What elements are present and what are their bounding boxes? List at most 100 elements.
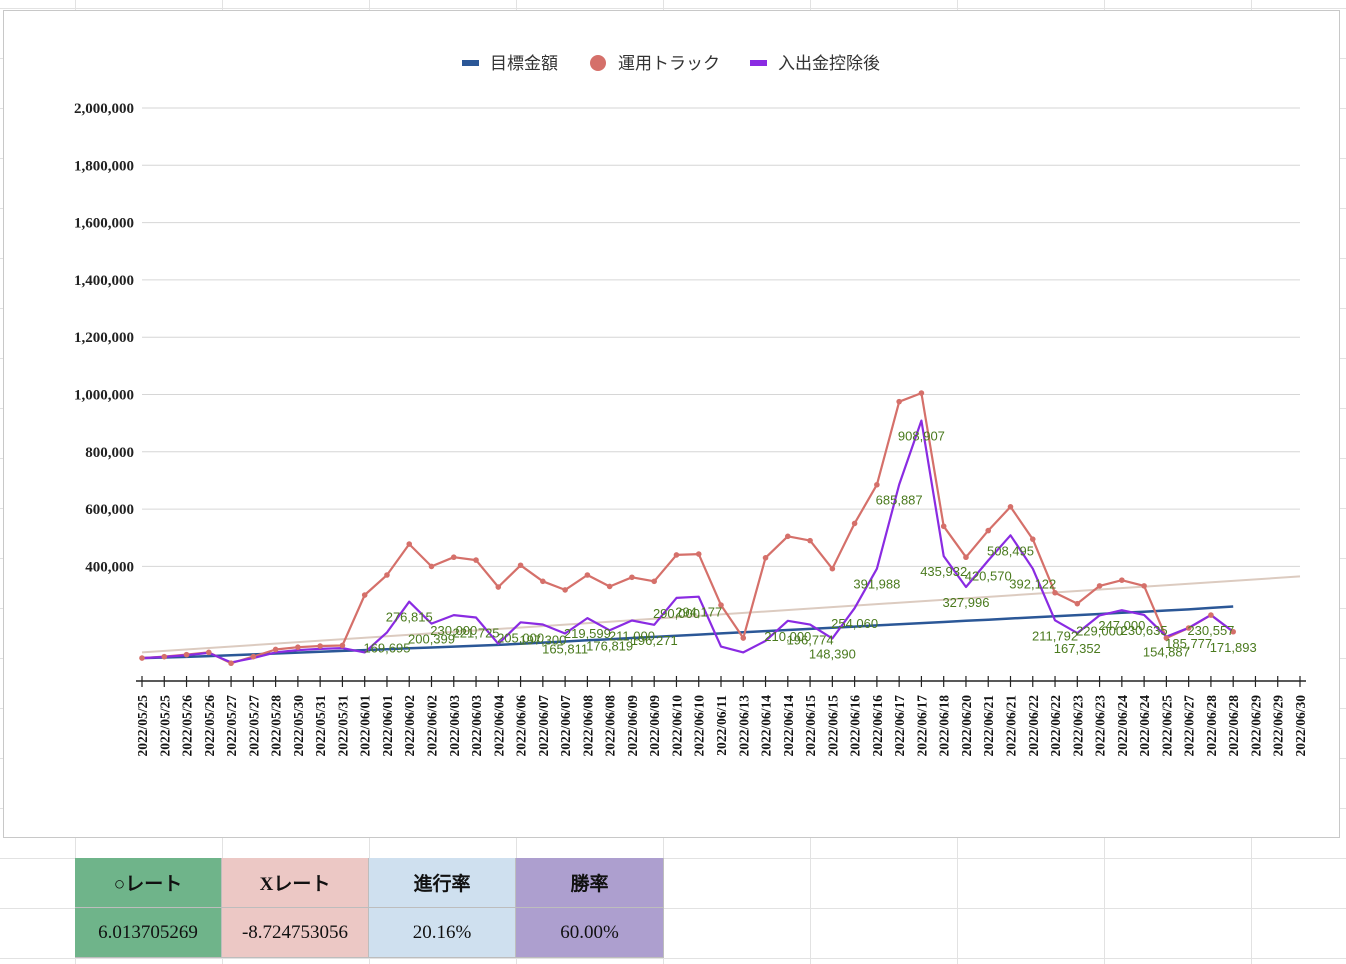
data-label: 508,495 <box>987 543 1034 558</box>
data-label: 294,177 <box>675 605 722 620</box>
track-point <box>450 554 457 561</box>
x-tick-label: 2022/05/26 <box>180 695 195 757</box>
data-label: 211,000 <box>609 629 655 644</box>
data-label: 211,792 <box>1032 628 1078 643</box>
chart-container[interactable]: 2,000,000 1,800,000 1,600,000 1,400,000 1,20… <box>3 10 1340 838</box>
x-tick-label: 2022/06/24 <box>1115 695 1130 757</box>
data-label: 196,774 <box>787 633 834 648</box>
x-tick-label: 2022/06/28 <box>1226 695 1241 757</box>
x-tick-label: 2022/06/20 <box>959 695 974 757</box>
legend-marker <box>750 60 767 66</box>
legend-label: 入出金控除後 <box>778 54 880 74</box>
x-tick-label: 2022/06/09 <box>625 695 640 757</box>
data-label: 154,887 <box>1143 645 1190 660</box>
track-point <box>272 646 279 653</box>
x-tick-label: 2022/05/31 <box>335 695 350 757</box>
track-point <box>785 533 791 540</box>
track-point <box>985 527 992 534</box>
x-tick-label: 2022/05/25 <box>135 695 150 757</box>
stat-value-win-rate[interactable]: 60.00% <box>516 908 664 958</box>
x-tick-label: 2022/05/27 <box>246 695 261 757</box>
stat-header-x-rate[interactable]: Xレート <box>222 858 369 908</box>
track-point <box>718 602 724 608</box>
x-tick-label: 2022/06/22 <box>1026 695 1041 757</box>
track-point <box>695 551 702 557</box>
data-label: 197,300 <box>519 632 566 647</box>
data-label: 229,000 <box>1076 623 1123 638</box>
legend-marker <box>590 55 606 71</box>
data-label: 230,000 <box>430 623 477 638</box>
y-tick-label: 400,000 <box>85 559 134 575</box>
data-label: 435,932 <box>920 564 967 579</box>
track-point <box>1007 504 1014 510</box>
legend-label: 目標金額 <box>490 54 558 74</box>
track-point <box>1096 583 1103 589</box>
line-chart: 2,000,000 1,800,000 1,600,000 1,400,000 1,20… <box>74 54 1308 757</box>
stat-header-circle-rate[interactable]: ○レート <box>75 858 222 908</box>
data-label: 908,907 <box>898 429 945 444</box>
track-point <box>940 523 947 530</box>
data-label: 685,887 <box>876 492 923 507</box>
x-tick-label: 2022/06/01 <box>358 695 373 757</box>
data-label: 176,819 <box>586 638 633 653</box>
stat-header-win-rate[interactable]: 勝率 <box>516 858 664 908</box>
track-point <box>562 587 568 593</box>
track-point <box>517 562 524 569</box>
data-label: 185,777 <box>1165 636 1212 651</box>
x-tick-label: 2022/06/16 <box>870 695 885 757</box>
stat-value-circle-rate[interactable]: 6.013705269 <box>75 908 222 958</box>
data-label: 165,811 <box>542 641 588 656</box>
track-point <box>1052 589 1058 596</box>
track-point <box>829 565 836 572</box>
data-label: 171,893 <box>1210 640 1257 655</box>
track-point <box>428 563 435 570</box>
data-label: 210,000 <box>764 629 811 644</box>
track-point <box>183 651 190 658</box>
stat-value-x-rate[interactable]: -8.724753056 <box>222 908 369 958</box>
track-point <box>1029 536 1036 542</box>
x-tick-label: 2022/06/27 <box>1182 695 1197 757</box>
track-point <box>963 554 969 561</box>
data-label: 420,570 <box>965 569 1012 584</box>
x-tick-label: 2022/06/25 <box>1159 695 1174 757</box>
data-label: 200,399 <box>408 632 455 647</box>
x-tick-label: 2022/06/01 <box>380 695 395 757</box>
track-point <box>651 578 657 585</box>
track-point <box>1208 612 1214 618</box>
track-point <box>317 643 323 649</box>
x-tick-label: 2022/06/15 <box>803 695 818 757</box>
target-amount-line <box>141 605 1234 660</box>
track-point <box>874 481 880 488</box>
stat-value-progress[interactable]: 20.16% <box>369 908 516 958</box>
x-tick-label: 2022/06/07 <box>536 695 551 757</box>
x-tick-label: 2022/06/24 <box>1137 695 1152 757</box>
data-label: 392,122 <box>1009 577 1056 592</box>
track-point <box>1119 577 1125 583</box>
stat-header-progress[interactable]: 進行率 <box>369 858 516 908</box>
track-point <box>629 574 635 581</box>
track-point <box>406 541 413 547</box>
data-label: 254,060 <box>831 616 878 631</box>
x-tick-label: 2022/06/03 <box>447 695 462 757</box>
x-tick-label: 2022/06/02 <box>402 695 417 757</box>
x-tick-label: 2022/06/06 <box>514 695 529 757</box>
x-tick-label: 2022/06/08 <box>603 695 618 757</box>
x-tick-label: 2022/06/02 <box>425 695 440 757</box>
x-tick-label: 2022/06/08 <box>580 695 595 757</box>
track-point <box>1185 625 1192 631</box>
data-label: 219,599 <box>564 626 611 641</box>
x-tick-label: 2022/06/28 <box>1204 695 1219 757</box>
x-tick-label: 2022/06/04 <box>491 695 506 757</box>
track-point <box>584 572 591 578</box>
y-tick-label: 800,000 <box>85 445 134 461</box>
x-tick-label: 2022/06/21 <box>981 695 996 757</box>
x-tick-label: 2022/06/17 <box>892 695 907 757</box>
x-tick-label: 2022/05/27 <box>224 695 239 757</box>
y-tick-label: 600,000 <box>85 502 134 518</box>
y-tick-label: 1,000,000 <box>74 388 134 404</box>
data-label: 221,725 <box>453 625 500 640</box>
x-tick-label: 2022/06/29 <box>1271 695 1286 757</box>
stats-table: ○レート Xレート 進行率 勝率 6.013705269 -8.72475305… <box>75 858 664 958</box>
x-tick-label: 2022/06/10 <box>692 695 707 757</box>
y-tick-label: 1,200,000 <box>74 330 134 346</box>
